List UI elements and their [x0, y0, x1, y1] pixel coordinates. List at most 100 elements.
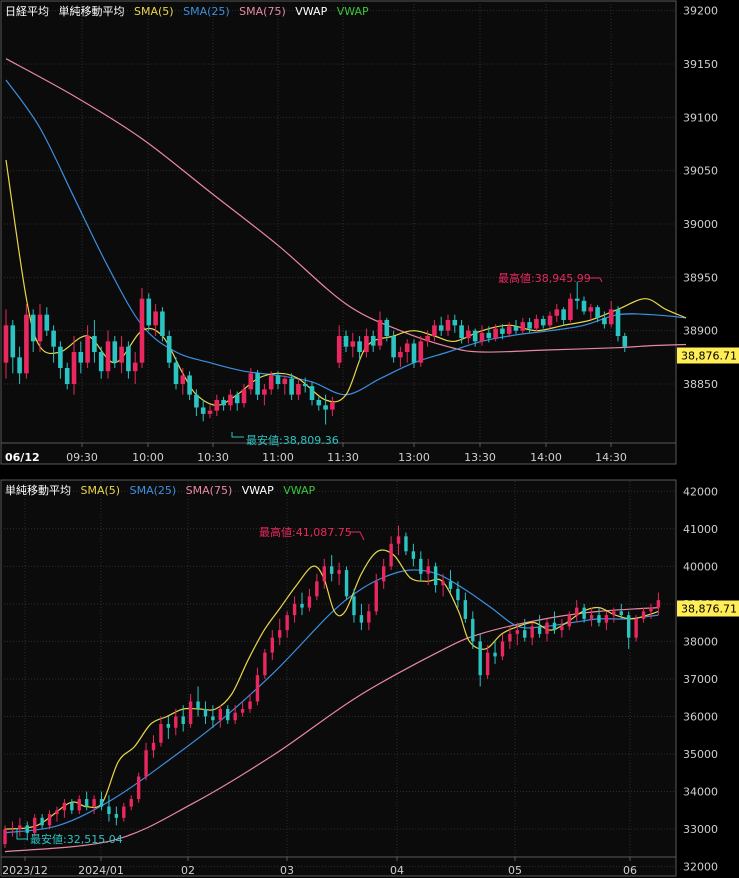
candle — [381, 558, 386, 589]
y-tick-label: 33000 — [683, 823, 718, 836]
candle — [309, 381, 315, 406]
candle — [384, 317, 390, 342]
candle-body — [425, 336, 430, 342]
candle-body — [337, 570, 341, 574]
candle — [62, 799, 67, 818]
x-tick-label: 10:00 — [132, 451, 164, 464]
candle-body — [649, 607, 653, 612]
candle-body — [343, 336, 349, 347]
candle — [139, 288, 145, 368]
candle — [51, 325, 56, 363]
candle-body — [77, 799, 81, 811]
candle — [352, 588, 356, 623]
candle-body — [537, 626, 542, 634]
candle-body — [282, 378, 288, 384]
candle — [389, 536, 393, 571]
candle — [166, 330, 172, 368]
candle-body — [589, 615, 594, 619]
daily-panel-background[interactable] — [0, 479, 677, 877]
candle-body — [485, 652, 490, 676]
candle — [10, 320, 16, 374]
candle-body — [55, 810, 59, 815]
candle — [459, 320, 464, 344]
candle-body — [25, 825, 29, 833]
candle — [508, 626, 512, 649]
candle — [84, 791, 89, 811]
candle-body — [359, 615, 364, 623]
intraday-legend: 日経平均 単純移動平均 SMA(5) SMA(25) SMA(75) VWAP … — [5, 4, 369, 18]
candle-body — [211, 716, 215, 721]
candle-body — [560, 626, 564, 631]
candle-body — [344, 570, 349, 597]
candle-body — [64, 368, 70, 384]
candle-body — [40, 817, 44, 826]
daily-high-annotation: 最高値:41,087.75 — [259, 525, 352, 539]
candle — [432, 320, 437, 342]
candle-body — [275, 375, 281, 384]
candle — [649, 603, 653, 619]
candle — [567, 611, 571, 631]
candle-body — [656, 600, 661, 608]
daily-low-annotation: 最安値:32,515.04 — [30, 832, 123, 846]
y-tick-label: 37000 — [683, 673, 718, 686]
candle-body — [221, 400, 226, 406]
candle — [463, 592, 468, 623]
candle-body — [33, 817, 37, 833]
candle-body — [604, 615, 609, 623]
candle-body — [166, 336, 172, 363]
candle-body — [180, 375, 186, 384]
intraday-price-tag: 38,876.71 — [677, 347, 739, 364]
candle — [144, 742, 148, 781]
candle-body — [597, 615, 601, 623]
candle-body — [323, 405, 328, 410]
candle-body — [527, 322, 532, 329]
candle-body — [500, 641, 505, 657]
candle — [99, 791, 104, 811]
candle-body — [627, 615, 631, 638]
candle-body — [105, 341, 111, 372]
candle-body — [187, 375, 192, 395]
candle-body — [24, 314, 29, 374]
candle — [122, 802, 126, 822]
x-tick-label: 2024/01 — [78, 864, 124, 877]
candle-body — [452, 320, 458, 326]
candle-body — [433, 566, 438, 586]
y-tick-label: 38000 — [683, 635, 718, 648]
x-tick-label: 09:30 — [66, 451, 98, 464]
candle-body — [51, 330, 56, 347]
candle-body — [159, 723, 163, 743]
candle-body — [207, 410, 213, 414]
intraday-panel-background[interactable] — [0, 0, 677, 465]
candle-body — [513, 326, 519, 331]
candle — [24, 304, 29, 379]
candle-body — [268, 375, 274, 390]
candle — [540, 315, 546, 329]
candle — [270, 630, 274, 661]
candle-body — [381, 566, 386, 582]
candle-body — [574, 298, 580, 301]
candle-body — [595, 307, 600, 318]
candle — [282, 375, 288, 395]
candle — [151, 735, 156, 758]
candle-body — [463, 600, 468, 619]
candle-body — [466, 330, 471, 339]
candle-body — [71, 352, 77, 384]
candle-body — [62, 802, 67, 811]
daily-candles — [3, 525, 661, 848]
candle-body — [588, 307, 594, 312]
candle — [404, 339, 410, 363]
candle-body — [486, 332, 492, 339]
candle — [534, 314, 539, 332]
candle — [221, 396, 226, 411]
candle-body — [289, 378, 294, 395]
candle-body — [534, 318, 539, 329]
daily-annotations: 最高値:41,087.75 最安値:32,515.04 — [16, 525, 365, 846]
candle — [634, 615, 638, 642]
candle — [575, 600, 579, 623]
x-tick-label: 13:30 — [464, 451, 496, 464]
candle-body — [99, 799, 104, 807]
candle-body — [432, 325, 437, 336]
candle — [255, 667, 260, 706]
candle-body — [493, 328, 498, 339]
candle — [336, 325, 342, 368]
